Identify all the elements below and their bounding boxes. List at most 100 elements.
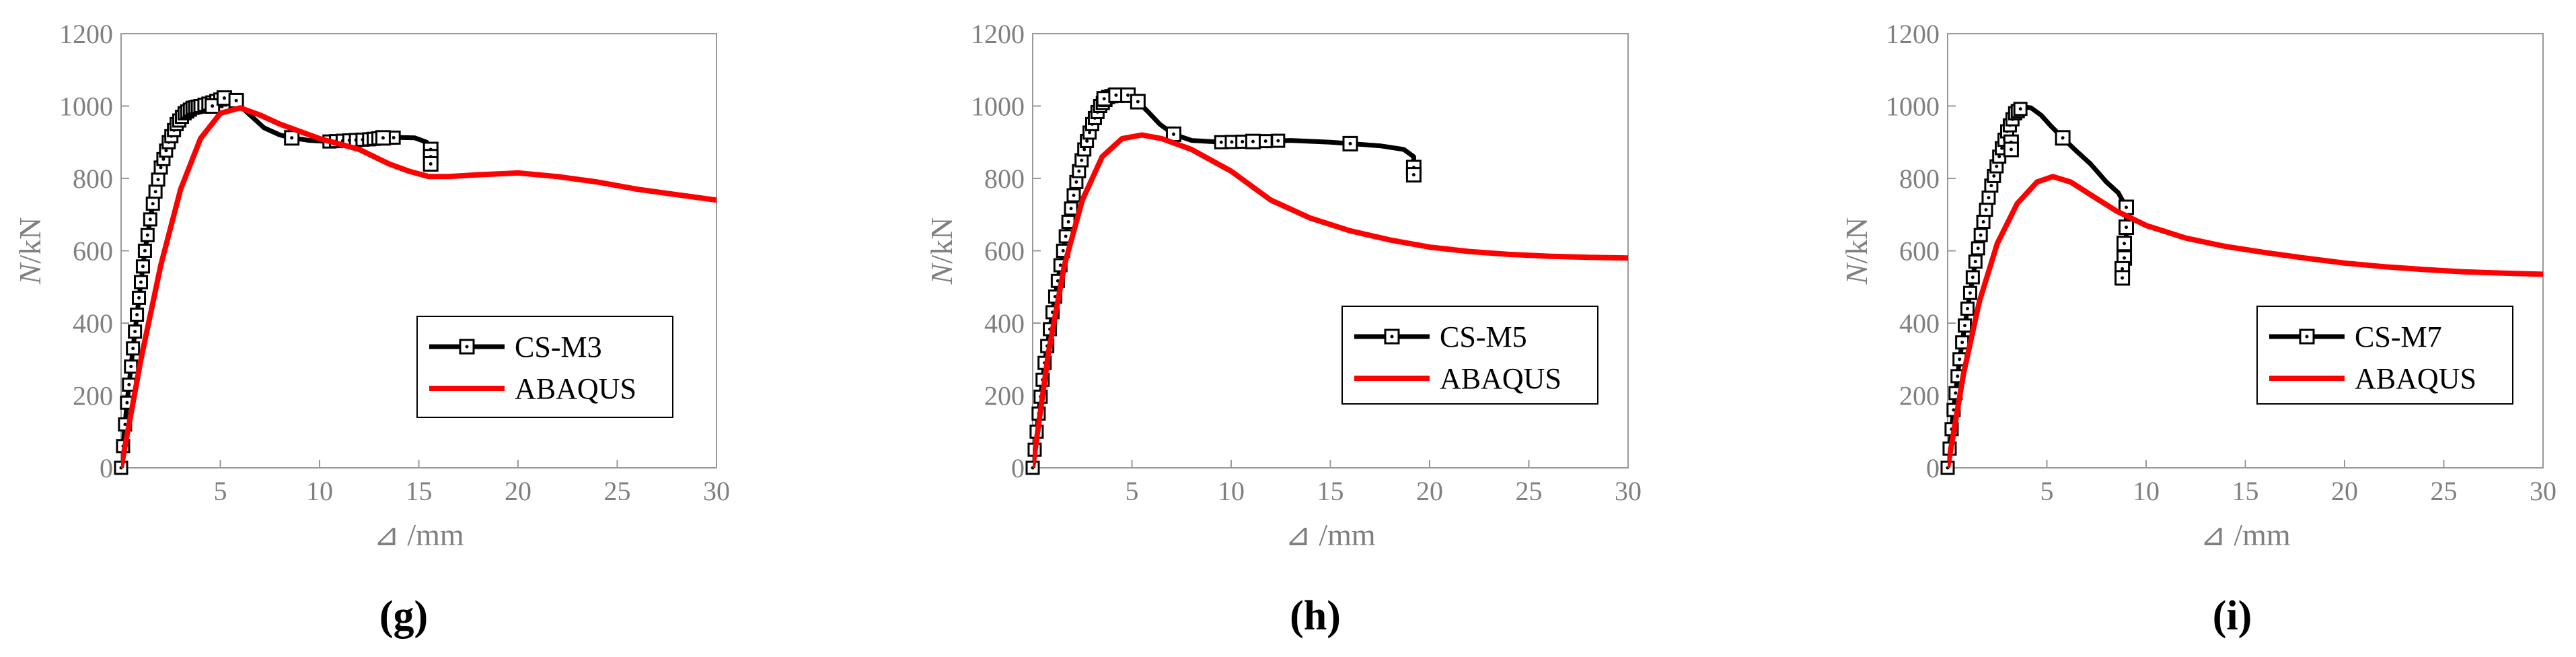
data-point-cs-m7-dot: [2121, 276, 2125, 280]
data-point-cs-m7-dot: [2121, 267, 2125, 271]
y-tick-label: 800: [984, 164, 1025, 194]
data-point-cs-m3-dot: [392, 135, 396, 139]
data-point-cs-m5-dot: [1102, 97, 1106, 101]
data-point-cs-m3-dot: [290, 136, 294, 140]
data-point-cs-m3-dot: [137, 296, 141, 300]
data-point-cs-m5-dot: [1088, 131, 1092, 135]
data-point-cs-m7-dot: [1979, 233, 1983, 237]
chart-panel-0: 0 200 400 600 800 1000 1200 5 10 15 20 25 30 ⊿ /mm N/k…: [13, 19, 730, 639]
legend-label-cs-m5: CS-M5: [1440, 320, 1527, 353]
data-point-cs-m7-dot: [1966, 307, 1969, 310]
y-tick-label: 0: [1926, 453, 1940, 483]
data-point-cs-m7-dot: [2000, 146, 2004, 150]
legend-label-abaqus: ABAQUS: [2355, 362, 2476, 395]
data-point-cs-m3-dot: [211, 104, 215, 108]
data-point-cs-m7-dot: [1960, 341, 1964, 345]
panel-label: (h): [1290, 593, 1341, 639]
legend-box: [2256, 306, 2513, 405]
data-point-cs-m5-dot: [1348, 141, 1352, 145]
chart-panel-1: 0 200 400 600 800 1000 1200 5 10 15 20 25 30 ⊿ /mm N/k…: [924, 19, 1642, 639]
data-point-cs-m3-dot: [159, 166, 163, 170]
data-point-cs-m5-dot: [1080, 158, 1084, 162]
x-tick-label: 5: [1126, 476, 1139, 506]
data-point-cs-m5-dot: [1074, 180, 1078, 184]
y-tick-label: 1000: [971, 92, 1025, 122]
data-point-cs-m3-dot: [148, 217, 152, 221]
data-point-cs-m7-dot: [2009, 147, 2013, 151]
data-point-cs-m7-dot: [1984, 208, 1988, 212]
data-point-cs-m3-dot: [125, 401, 129, 405]
data-point-cs-m5-dot: [1136, 100, 1140, 104]
data-point-cs-m7-dot: [1995, 164, 1999, 168]
data-point-cs-m5-dot: [1058, 263, 1062, 267]
y-axis-title: N/kN: [1839, 217, 1874, 285]
x-tick-label: 30: [1615, 476, 1642, 506]
x-tick-label: 5: [2040, 476, 2054, 506]
y-tick-label: 0: [1011, 453, 1025, 483]
data-point-cs-m5-dot: [1219, 140, 1223, 144]
data-point-cs-m3-dot: [139, 280, 143, 284]
y-axis-title-italic: N: [13, 262, 47, 285]
y-tick-label: 800: [73, 164, 113, 194]
data-point-cs-m7-dot: [1956, 374, 1960, 378]
data-point-cs-m5-dot: [1064, 234, 1068, 238]
x-axis-title: ⊿ /mm: [373, 518, 464, 552]
data-point-cs-m5-dot: [1276, 139, 1280, 143]
legend-label-cs-m7: CS-M7: [2355, 320, 2442, 353]
legend-box: [1341, 306, 1598, 405]
data-point-cs-m3-dot: [143, 249, 147, 252]
data-point-cs-m3-dot: [381, 136, 385, 140]
data-point-cs-m7-dot: [2018, 107, 2022, 111]
data-point-cs-m7-dot: [2123, 242, 2127, 246]
legend-label-abaqus: ABAQUS: [515, 372, 636, 405]
data-point-cs-m3-dot: [145, 233, 149, 237]
x-axis-title: ⊿ /mm: [1285, 518, 1376, 552]
legend: CS-M3 ABAQUS: [416, 316, 673, 418]
x-tick-label: 30: [2530, 476, 2556, 506]
y-axis-title-italic: N: [924, 262, 959, 285]
y-tick-label: 1000: [1886, 92, 1940, 122]
data-point-cs-m7-dot: [1987, 196, 1991, 200]
data-point-cs-m7-dot: [1968, 291, 1972, 295]
x-tick-label: 5: [214, 476, 227, 506]
data-point-cs-m3-dot: [161, 157, 165, 161]
data-point-cs-m7-dot: [1954, 391, 1958, 395]
legend: CS-M5 ABAQUS: [1341, 306, 1598, 405]
series-line-abaqus: [121, 105, 716, 468]
data-point-cs-m5-dot: [1056, 279, 1060, 283]
y-axis-title-rest: /kN: [13, 217, 47, 264]
chart-panel-2: 0 200 400 600 800 1000 1200 5 10 15 20 25 30 ⊿ /mm N/k…: [1839, 19, 2556, 639]
data-point-cs-m5-dot: [1114, 93, 1118, 97]
data-point-cs-m3-dot: [141, 265, 145, 269]
legend-marker-dot: [465, 345, 469, 349]
data-point-cs-m5-dot: [1230, 140, 1234, 144]
data-point-cs-m7-dot: [1989, 184, 1993, 188]
x-axis-title: ⊿ /mm: [2200, 518, 2291, 552]
legend-marker-dot: [2305, 335, 2309, 339]
y-axis-title-rest: /kN: [924, 217, 959, 264]
y-axis-title-rest: /kN: [1839, 217, 1874, 264]
data-point-cs-m5-dot: [1066, 220, 1070, 223]
data-point-cs-m5-dot: [1085, 139, 1089, 143]
x-tick-label: 20: [2331, 476, 2358, 506]
data-point-cs-m7-dot: [1971, 275, 1975, 279]
data-point-cs-m7-dot: [1958, 357, 1962, 361]
y-axis-title: N/kN: [13, 217, 47, 285]
y-tick-label: 200: [73, 381, 113, 411]
data-point-cs-m5-dot: [1069, 207, 1073, 211]
data-point-cs-m3-dot: [123, 423, 127, 426]
data-point-cs-m3-dot: [153, 190, 157, 194]
legend-label-abaqus: ABAQUS: [1440, 362, 1561, 395]
data-point-cs-m5-dot: [1126, 93, 1130, 97]
data-point-cs-m3-dot: [129, 365, 133, 368]
x-tick-label: 15: [406, 476, 433, 506]
x-tick-label: 25: [2431, 476, 2458, 506]
data-point-cs-m3-dot: [131, 347, 135, 351]
data-point-cs-m3-dot: [151, 202, 155, 206]
data-point-cs-m5-dot: [1082, 147, 1087, 151]
data-point-cs-m3-dot: [234, 98, 238, 102]
data-point-cs-m7-dot: [1963, 324, 1967, 328]
legend-marker-dot: [1390, 335, 1394, 339]
data-point-cs-m3-dot: [429, 162, 433, 166]
data-point-cs-m7-dot: [1952, 408, 1956, 412]
